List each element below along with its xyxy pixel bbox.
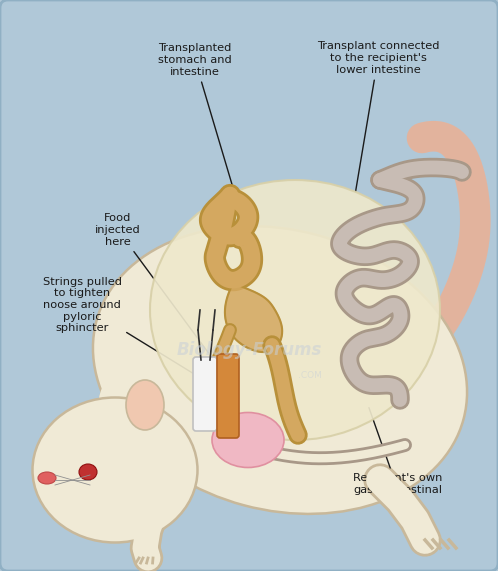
Ellipse shape — [79, 464, 97, 480]
Ellipse shape — [126, 380, 164, 430]
Text: Biology-Forums: Biology-Forums — [176, 341, 322, 359]
Text: Recipient's own
gastrointestinal
tract: Recipient's own gastrointestinal tract — [353, 408, 443, 506]
FancyBboxPatch shape — [217, 354, 239, 438]
Ellipse shape — [93, 226, 467, 514]
Ellipse shape — [38, 472, 56, 484]
Text: Food
injected
here: Food injected here — [95, 214, 208, 353]
Text: .COM: .COM — [298, 371, 322, 380]
Ellipse shape — [32, 397, 198, 542]
Polygon shape — [225, 280, 282, 352]
Ellipse shape — [150, 180, 440, 440]
FancyBboxPatch shape — [193, 357, 217, 431]
Text: Strings pulled
to tighten
noose around
pyloric
sphincter: Strings pulled to tighten noose around p… — [42, 277, 210, 384]
Text: Transplant connected
to the recipient's
lower intestine: Transplant connected to the recipient's … — [317, 42, 439, 192]
Text: Transplanted
stomach and
intestine: Transplanted stomach and intestine — [158, 43, 241, 215]
Ellipse shape — [212, 412, 284, 468]
